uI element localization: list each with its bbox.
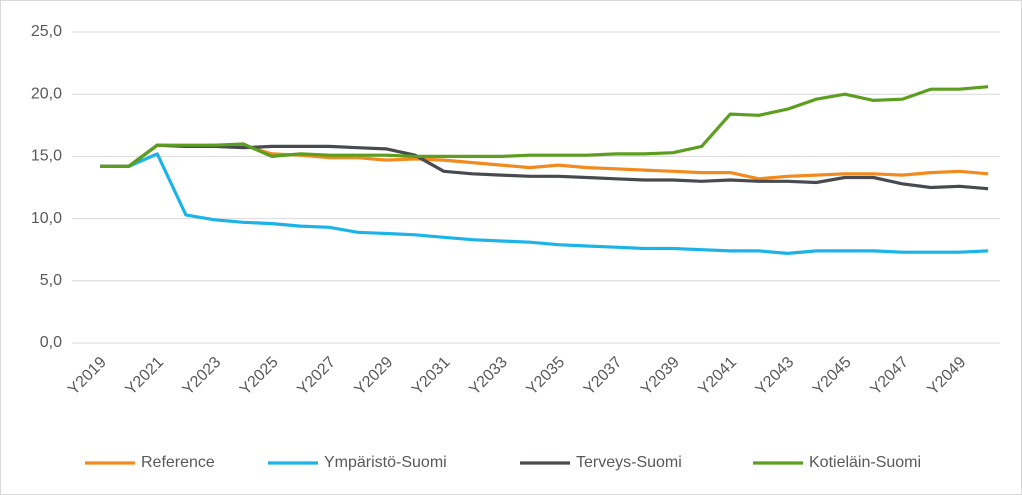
series-line [100, 152, 989, 255]
series-line [100, 85, 989, 168]
legend-label: Ympäristö-Suomi [324, 454, 447, 471]
y-tick-label: 20,0 [31, 85, 62, 102]
y-tick-label: 0,0 [40, 334, 62, 351]
legend-label: Reference [141, 454, 215, 471]
y-tick-label: 15,0 [31, 148, 62, 165]
y-tick-label: 10,0 [31, 210, 62, 227]
y-tick-label: 5,0 [40, 272, 62, 289]
y-tick-label: 25,0 [31, 23, 62, 40]
legend-label: Terveys-Suomi [576, 454, 682, 471]
legend-label: Kotieläin-Suomi [809, 454, 921, 471]
